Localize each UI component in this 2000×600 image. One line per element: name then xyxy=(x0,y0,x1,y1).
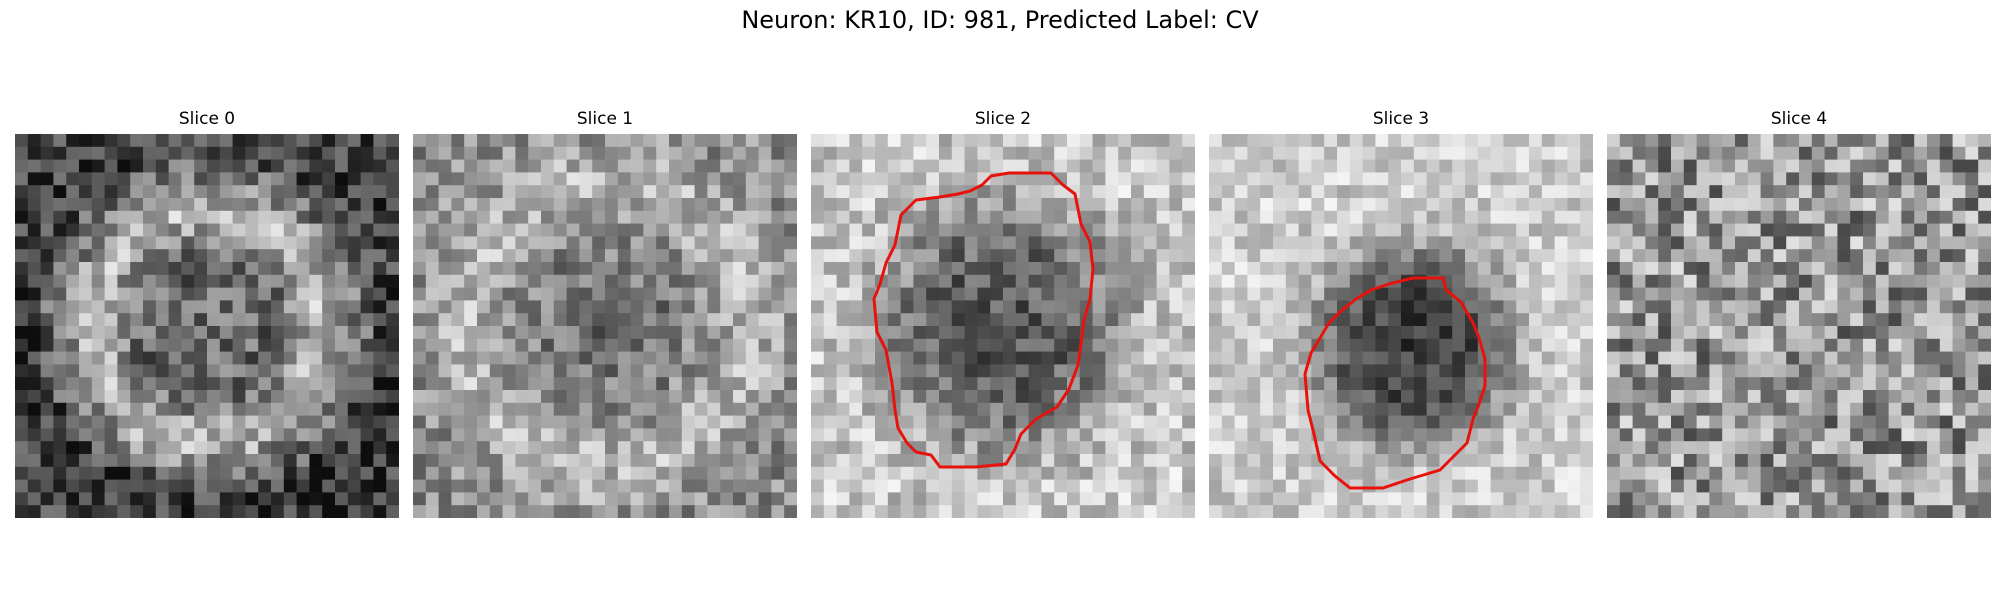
slice-title-2: Slice 2 xyxy=(974,109,1032,129)
roi-contour xyxy=(872,171,1095,469)
slice-title-0: Slice 0 xyxy=(178,109,236,129)
slice-image-3 xyxy=(1209,134,1593,518)
figure-title: Neuron: KR10, ID: 981, Predicted Label: … xyxy=(741,6,1259,34)
slice-image-4 xyxy=(1607,134,1991,518)
slice-title-4: Slice 4 xyxy=(1770,109,1828,129)
slice-image-0 xyxy=(15,134,399,518)
slice-image-2 xyxy=(811,134,1195,518)
slice-title-3: Slice 3 xyxy=(1372,109,1430,129)
slice-title-1: Slice 1 xyxy=(576,109,634,129)
roi-contour xyxy=(1303,276,1487,490)
slice-image-1 xyxy=(413,134,797,518)
